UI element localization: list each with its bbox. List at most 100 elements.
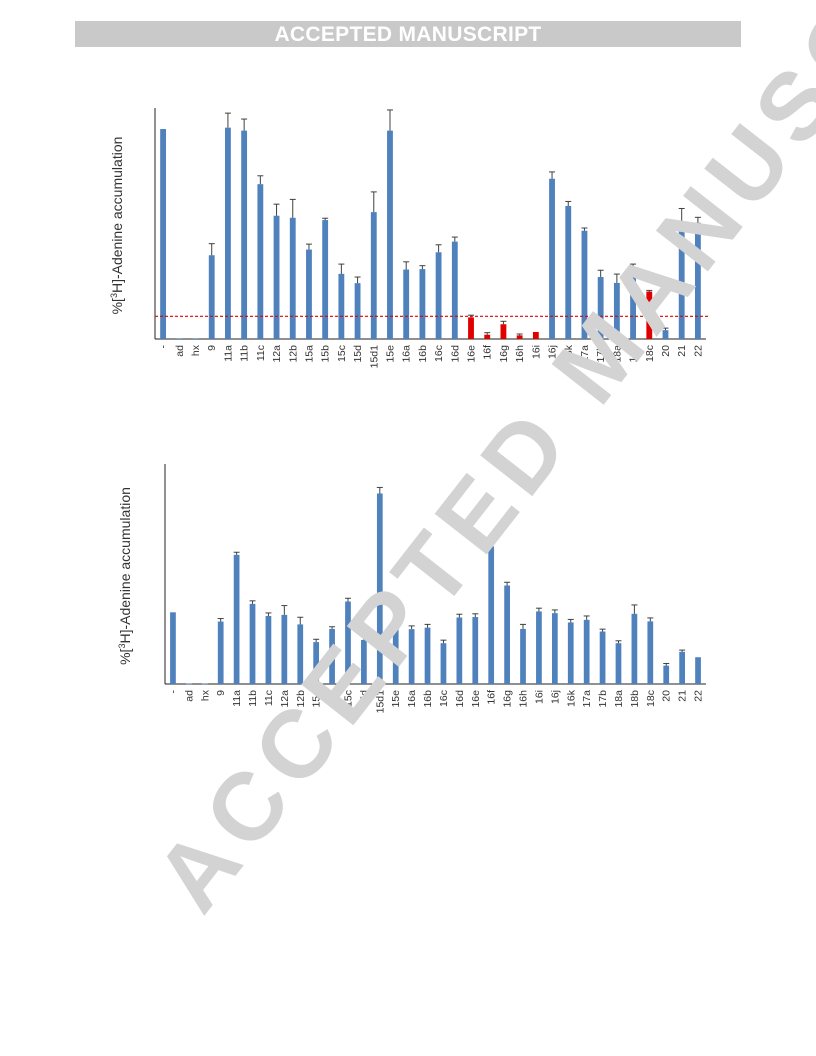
x-tick-label-hx: hx <box>190 344 202 356</box>
x-tick-label-16j: 16j <box>549 690 561 704</box>
x-tick-label-17b: 17b <box>597 690 609 708</box>
bar-22 <box>695 657 701 684</box>
x-tick-label-16k: 16k <box>563 344 575 362</box>
x-tick-label-11b: 11b <box>239 345 251 362</box>
bar-15e <box>392 628 399 684</box>
x-tick-label-16f: 16f <box>486 690 498 705</box>
bar-16f <box>488 546 495 684</box>
bar-16j <box>551 613 558 684</box>
bar-17a <box>581 230 588 339</box>
bar-20 <box>663 665 670 684</box>
bar-12b <box>297 624 304 684</box>
bar-11b <box>249 603 256 684</box>
bar-ad <box>176 338 183 339</box>
bar-15a <box>313 642 320 684</box>
bar-21 <box>679 651 685 684</box>
bar-15b <box>322 220 329 339</box>
x-tick-label-15a: 15a <box>311 690 323 708</box>
x-tick-label-18a: 18a <box>611 345 623 363</box>
x-tick-label-16b: 16b <box>422 690 434 708</box>
bar-16b <box>419 269 426 339</box>
x-tick-label-ad: ad <box>174 345 186 357</box>
bar-ad <box>186 683 192 685</box>
bar-17b <box>597 277 604 339</box>
bar-16h <box>516 335 523 339</box>
bar-9 <box>217 621 224 684</box>
bar-15d1 <box>376 493 383 684</box>
bar-11a <box>233 554 240 684</box>
bar-16c <box>440 643 447 684</box>
bar-16c <box>435 252 442 339</box>
bar-18c <box>646 291 653 339</box>
bar-hx <box>201 683 208 685</box>
bar-- <box>160 129 167 339</box>
bar-18b <box>631 613 638 684</box>
bar-16k <box>567 622 574 684</box>
x-tick-label-16i: 16i <box>533 690 545 704</box>
x-tick-label-15a: 15a <box>303 345 315 363</box>
x-tick-label-21: 21 <box>676 345 688 357</box>
x-tick-label-12b: 12b <box>287 345 299 363</box>
x-tick-label-16d: 16d <box>454 690 466 708</box>
bar-18c <box>647 621 654 684</box>
x-tick-label-16g: 16g <box>502 690 514 708</box>
y-axis-label: %[3H]-Adenine accumulation <box>117 487 133 665</box>
x-tick-label-16c: 16c <box>433 345 445 362</box>
bar-16e <box>472 617 479 684</box>
x-tick-label-15e: 15e <box>384 345 396 363</box>
x-tick-label--: - <box>167 690 179 694</box>
x-tick-label-11c: 11c <box>255 345 267 361</box>
x-tick-label-16c: 16c <box>438 690 450 707</box>
x-tick-label-15e: 15e <box>390 690 402 708</box>
x-tick-label--: - <box>158 345 170 349</box>
x-tick-label-9: 9 <box>215 690 227 696</box>
bar-15d <box>361 639 367 684</box>
x-tick-label-11a: 11a <box>231 690 243 707</box>
y-axis-label: %[3H]-Adenine accumulation <box>109 137 125 315</box>
x-tick-label-11a: 11a <box>222 345 234 362</box>
bar-18a <box>615 643 622 684</box>
x-tick-label-18b: 18b <box>628 345 640 363</box>
x-tick-label-18a: 18a <box>613 690 625 708</box>
x-tick-label-12a: 12a <box>279 690 291 708</box>
bar-16f <box>484 334 491 339</box>
bar-9 <box>208 255 215 339</box>
x-tick-label-hx: hx <box>199 689 211 701</box>
x-tick-label-20: 20 <box>660 345 672 357</box>
bar-15e <box>387 130 393 339</box>
bar-15d <box>354 283 361 339</box>
bar-16a <box>403 269 410 339</box>
x-tick-label-20: 20 <box>661 690 673 702</box>
bar-12a <box>281 614 288 684</box>
bar-hx <box>192 338 199 339</box>
x-tick-label-11b: 11b <box>247 690 259 707</box>
x-tick-label-17a: 17a <box>579 345 591 363</box>
x-tick-label-16b: 16b <box>417 345 429 363</box>
x-tick-label-15d1: 15d1 <box>374 690 386 714</box>
bar-16g <box>500 324 507 339</box>
bar-21 <box>678 223 685 339</box>
x-tick-label-22: 22 <box>693 690 705 702</box>
bar-22 <box>694 222 701 339</box>
x-tick-label-12b: 12b <box>295 690 307 708</box>
x-tick-label-16a: 16a <box>401 345 413 363</box>
bar-12b <box>289 217 296 339</box>
bar-11a <box>225 127 231 340</box>
x-tick-label-15c: 15c <box>336 345 348 362</box>
x-tick-label-16f: 16f <box>482 345 494 360</box>
x-tick-label-16e: 16e <box>466 345 478 363</box>
bar-15c <box>345 601 351 684</box>
x-tick-label-16i: 16i <box>530 345 542 359</box>
bar-11c <box>265 615 272 684</box>
x-tick-label-15d1: 15d1 <box>368 345 380 369</box>
bar-15c <box>338 273 345 339</box>
bar-16h <box>520 628 526 684</box>
bar-- <box>170 612 176 684</box>
bar-16g <box>504 585 510 684</box>
x-tick-label-22: 22 <box>692 345 704 357</box>
bar-16e <box>468 317 474 339</box>
bar-20 <box>662 330 669 339</box>
bar-11c <box>257 184 264 339</box>
bar-18a <box>613 282 620 339</box>
